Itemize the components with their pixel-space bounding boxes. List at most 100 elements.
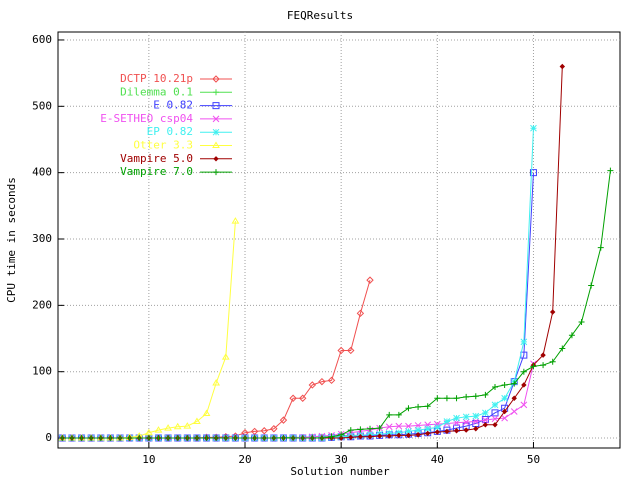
- data-point: [174, 435, 181, 442]
- data-point: [482, 391, 489, 398]
- data-point: [202, 409, 211, 416]
- data-point: [395, 422, 403, 430]
- data-point: [463, 427, 469, 433]
- data-point: [529, 169, 537, 177]
- x-tick-label: 50: [527, 453, 540, 466]
- legend-marker: [213, 156, 219, 162]
- data-point: [482, 409, 489, 417]
- y-tick-label: 200: [32, 298, 52, 311]
- x-tick-label: 20: [238, 453, 251, 466]
- data-point: [386, 411, 393, 418]
- data-point: [415, 432, 421, 438]
- data-point: [318, 435, 325, 442]
- data-point: [231, 434, 239, 442]
- data-point: [309, 435, 316, 442]
- data-point: [376, 433, 383, 439]
- data-point: [241, 434, 249, 442]
- data-point: [463, 393, 470, 400]
- data-point: [145, 435, 152, 442]
- data-point: [443, 426, 451, 434]
- data-point: [78, 435, 85, 442]
- data-point: [117, 435, 124, 442]
- data-point: [568, 332, 575, 339]
- data-point: [473, 426, 479, 432]
- data-point: [260, 434, 268, 442]
- legend-label: Dilemma 0.1: [120, 85, 193, 98]
- data-point: [559, 63, 566, 70]
- data-point: [357, 434, 364, 440]
- data-point: [203, 435, 210, 442]
- data-point: [97, 434, 105, 442]
- data-point: [549, 309, 556, 315]
- y-tick-label: 400: [32, 166, 52, 179]
- data-point: [154, 426, 163, 433]
- data-point: [232, 435, 239, 442]
- legend-label: Otter 3.3: [133, 139, 193, 152]
- data-point: [395, 411, 402, 418]
- data-point: [97, 435, 104, 442]
- legend-marker: [212, 115, 220, 123]
- data-point: [212, 379, 221, 386]
- data-point: [453, 395, 460, 402]
- y-tick-label: 500: [32, 99, 52, 112]
- data-point: [540, 352, 546, 358]
- legend-label: E 0.82: [153, 99, 193, 112]
- data-point: [126, 435, 133, 442]
- data-point: [68, 435, 75, 442]
- data-point: [462, 413, 470, 421]
- data-point: [337, 346, 345, 355]
- data-point: [510, 408, 518, 415]
- data-point: [193, 434, 201, 442]
- data-point: [338, 431, 345, 438]
- data-point: [491, 401, 499, 409]
- data-point: [338, 435, 344, 441]
- y-tick-label: 0: [45, 431, 52, 444]
- data-point: [299, 435, 306, 442]
- data-point: [501, 381, 508, 388]
- data-point: [530, 363, 537, 370]
- legend-label: EP 0.82: [147, 125, 193, 138]
- y-tick-label: 300: [32, 232, 52, 245]
- legend-label: E-SETHEO csp04: [100, 112, 193, 125]
- data-point: [444, 428, 450, 435]
- data-point: [279, 416, 288, 424]
- data-point: [357, 426, 364, 433]
- legend-marker: [212, 75, 220, 83]
- data-point: [203, 434, 211, 442]
- plot-frame: [57, 31, 621, 449]
- x-tick-label: 40: [431, 453, 444, 466]
- data-point: [270, 425, 278, 433]
- series-line: [62, 280, 371, 439]
- data-point: [308, 381, 317, 389]
- data-point: [424, 403, 431, 410]
- data-point: [530, 124, 537, 132]
- y-tick-label: 100: [32, 365, 52, 378]
- data-point: [511, 395, 517, 401]
- data-point: [376, 425, 383, 432]
- data-point: [520, 368, 527, 375]
- data-point: [222, 435, 229, 442]
- data-point: [501, 394, 508, 402]
- data-point: [270, 435, 277, 442]
- data-point: [144, 428, 153, 436]
- legend-marker: [212, 128, 220, 136]
- data-point: [327, 376, 336, 385]
- data-point: [289, 394, 297, 402]
- series-line: [62, 170, 611, 439]
- data-point: [251, 435, 258, 442]
- data-point: [298, 394, 307, 402]
- data-point: [405, 422, 412, 430]
- data-point: [348, 434, 354, 441]
- x-axis-label: Solution number: [290, 465, 390, 478]
- data-point: [250, 427, 259, 436]
- data-point: [453, 414, 460, 422]
- data-point: [184, 435, 191, 442]
- y-tick-label: 600: [32, 33, 52, 46]
- data-point: [549, 358, 556, 365]
- data-point: [59, 435, 66, 442]
- legend-label: DCTP 10.21p: [120, 72, 193, 85]
- data-point: [212, 434, 220, 442]
- data-point: [242, 435, 249, 442]
